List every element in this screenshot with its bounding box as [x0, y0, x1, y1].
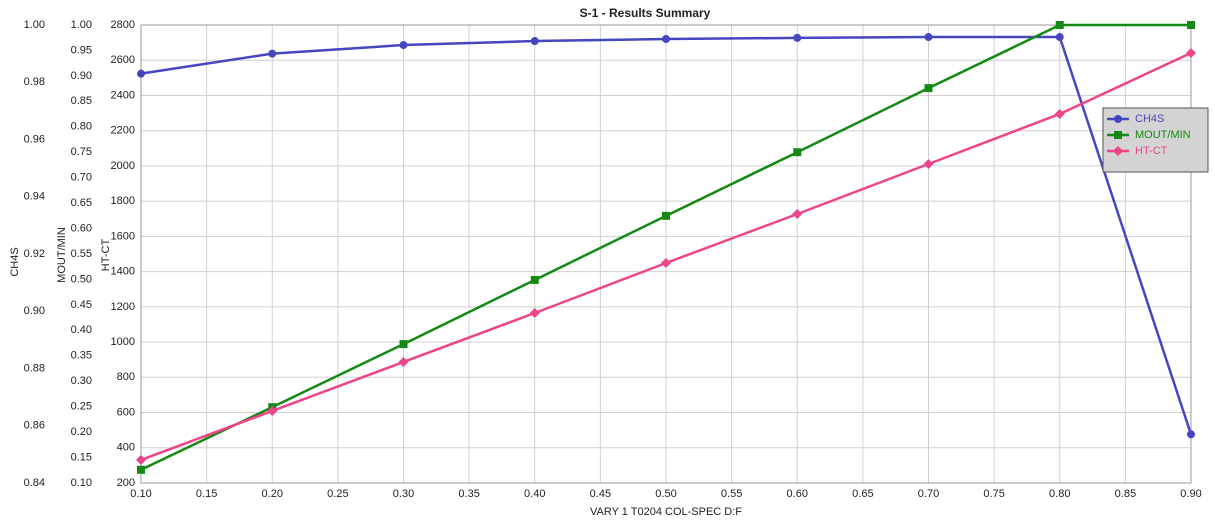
point: [399, 340, 408, 349]
y-tick-label: 0.88: [24, 362, 45, 374]
point: [793, 148, 802, 157]
y2-tick-label: 0.10: [71, 477, 92, 489]
y3-tick-label: 1600: [111, 230, 135, 242]
point: [661, 257, 671, 268]
y2-axis-title: MOUT/MIN: [56, 227, 68, 283]
x-tick-label: 0.70: [918, 488, 939, 500]
y3-tick-label: 400: [117, 442, 135, 454]
point: [923, 158, 934, 169]
legend-label: HT-CT: [1135, 145, 1168, 157]
y3-tick-label: 200: [117, 477, 135, 489]
point: [924, 84, 933, 93]
x-tick-label: 0.90: [1180, 488, 1201, 500]
y-tick-label: 0.92: [24, 248, 45, 260]
legend-marker: [1113, 146, 1123, 156]
y-tick-label: 0.90: [24, 305, 45, 317]
x-tick-label: 0.50: [655, 488, 676, 500]
point: [662, 211, 670, 220]
y2-tick-label: 0.50: [71, 273, 92, 285]
point: [136, 454, 146, 465]
y2-tick-label: 0.65: [71, 197, 92, 209]
point: [268, 49, 277, 58]
x-axis-title: VARY 1 T0204 COL-SPEC D:F: [590, 506, 742, 518]
y2-tick-label: 0.20: [71, 426, 92, 438]
y3-tick-label: 1400: [111, 266, 135, 278]
point: [1186, 48, 1196, 59]
point: [530, 275, 539, 284]
y-tick-label: 0.94: [24, 191, 45, 203]
point: [792, 209, 803, 220]
point: [662, 35, 670, 44]
y2-tick-label: 0.60: [71, 222, 92, 234]
y3-tick-label: 2000: [111, 160, 135, 172]
x-tick-label: 0.55: [721, 488, 742, 500]
chart-title: S-1 - Results Summary: [580, 6, 711, 20]
y2-tick-label: 0.95: [71, 44, 92, 56]
legend-marker: [1114, 131, 1122, 139]
y3-tick-label: 2400: [111, 89, 135, 101]
y2-tick-label: 0.35: [71, 350, 92, 362]
y-tick-label: 0.84: [24, 477, 45, 489]
point: [793, 33, 802, 42]
point: [1055, 21, 1064, 29]
point: [1187, 21, 1195, 29]
point: [399, 41, 408, 50]
y3-tick-label: 1800: [111, 195, 135, 207]
y3-tick-label: 1000: [111, 336, 135, 348]
y3-axis-title: HT-CT: [100, 239, 112, 272]
y2-tick-label: 0.25: [71, 401, 92, 413]
y2-tick-label: 0.75: [71, 146, 92, 158]
y-tick-label: 0.86: [24, 420, 45, 432]
x-tick-label: 0.45: [590, 488, 611, 500]
x-tick-label: 0.60: [787, 488, 808, 500]
point: [137, 69, 145, 78]
legend-label: CH4S: [1135, 113, 1164, 125]
point: [924, 33, 933, 42]
x-tick-label: 0.40: [524, 488, 545, 500]
point: [398, 356, 409, 367]
y2-tick-label: 0.70: [71, 172, 92, 184]
y2-tick-label: 0.90: [71, 70, 92, 82]
point: [1054, 108, 1065, 119]
x-tick-label: 0.85: [1115, 488, 1136, 500]
x-tick-label: 0.25: [327, 488, 348, 500]
y3-tick-label: 2600: [111, 54, 135, 66]
x-tick-label: 0.75: [983, 488, 1004, 500]
y2-tick-label: 0.40: [71, 324, 92, 336]
x-tick-label: 0.65: [852, 488, 873, 500]
legend-label: MOUT/MIN: [1135, 129, 1191, 141]
x-tick-label: 0.10: [130, 488, 151, 500]
y3-tick-label: 2800: [111, 19, 135, 31]
y2-tick-label: 0.30: [71, 375, 92, 387]
x-tick-label: 0.80: [1049, 488, 1070, 500]
x-tick-label: 0.35: [458, 488, 479, 500]
x-tick-label: 0.30: [393, 488, 414, 500]
y3-tick-label: 600: [117, 406, 135, 418]
x-tick-label: 0.15: [196, 488, 217, 500]
point: [529, 308, 540, 319]
y-tick-label: 0.98: [24, 76, 45, 88]
y3-tick-label: 800: [117, 371, 135, 383]
legend-marker: [1114, 115, 1122, 123]
x-tick-label: 0.20: [262, 488, 283, 500]
y-tick-label: 1.00: [24, 19, 45, 31]
y3-tick-label: 1200: [111, 301, 135, 313]
y2-tick-label: 0.85: [71, 95, 92, 107]
y2-tick-label: 1.00: [71, 19, 92, 31]
y2-tick-label: 0.45: [71, 299, 92, 311]
y2-tick-label: 0.80: [71, 121, 92, 133]
y3-tick-label: 2200: [111, 125, 135, 137]
y-axis-title: CH4S: [9, 247, 21, 276]
y2-tick-label: 0.15: [71, 451, 92, 463]
point: [267, 405, 278, 416]
y2-tick-label: 0.55: [71, 248, 92, 260]
point: [530, 37, 539, 46]
point: [1055, 33, 1064, 42]
point: [137, 465, 145, 474]
point: [1187, 430, 1195, 439]
plot-border: [140, 24, 1192, 484]
y-tick-label: 0.96: [24, 133, 45, 145]
